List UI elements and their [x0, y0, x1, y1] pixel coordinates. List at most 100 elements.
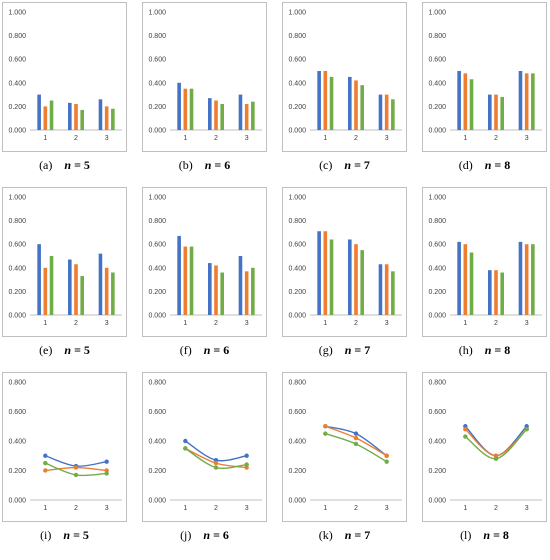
point-series3 [493, 456, 499, 461]
caption-var: n [484, 343, 492, 357]
y-tick-label: 1.000 [288, 195, 306, 202]
y-tick-label: 0.000 [8, 313, 26, 320]
caption-letter: (l) [460, 528, 472, 542]
y-tick-label: 0.400 [8, 80, 26, 87]
chart-panel-i: 0.000 0.200 0.400 0.600 0.800 1 2 3 (i) n = 5 [2, 372, 127, 552]
caption-letter: (d) [458, 158, 473, 172]
bar-series3 [500, 272, 504, 315]
x-tick-label: 1 [183, 320, 187, 327]
bar-series2 [524, 244, 529, 315]
bar-series1 [518, 241, 523, 315]
point-series2 [353, 435, 359, 441]
point-series3 [463, 434, 468, 439]
caption-var: n [344, 158, 352, 172]
bar-series1 [518, 71, 523, 130]
y-tick-label: 0.200 [8, 468, 26, 475]
bar-series3 [391, 99, 395, 130]
chart-panel-f: 0.000 0.200 0.400 0.600 0.800 1.000 1 2 3 (f) n =… [142, 187, 267, 367]
y-tick-label: 0.800 [428, 33, 446, 40]
caption-letter: (b) [178, 158, 193, 172]
caption-value: 5 [83, 158, 90, 172]
chart-svg-l: 0.000 0.200 0.400 0.600 0.800 1 2 3 [422, 372, 547, 522]
y-tick-label: 0.000 [288, 313, 306, 320]
chart-svg-i: 0.000 0.200 0.400 0.600 0.800 1 2 3 [2, 372, 127, 522]
y-tick-label: 0.000 [148, 128, 166, 135]
y-tick-label: 0.200 [148, 468, 166, 475]
y-tick-label: 0.200 [288, 289, 306, 296]
caption-var: n [64, 158, 72, 172]
bar-series2 [43, 267, 48, 315]
y-tick-label: 1.000 [428, 10, 446, 17]
bar-series2 [384, 264, 389, 315]
caption-eq: = [74, 158, 81, 172]
x-tick-label: 2 [74, 320, 78, 327]
bar-series1 [457, 241, 461, 315]
bar-series3 [80, 109, 84, 130]
x-tick-label: 1 [43, 505, 47, 512]
chart-svg-b: 0.000 0.200 0.400 0.600 0.800 1.000 1 2 3 [142, 2, 267, 152]
y-tick-label: 0.800 [148, 380, 166, 387]
chart-frame [422, 372, 547, 522]
x-tick-label: 2 [214, 135, 218, 142]
bar-series1 [98, 253, 103, 315]
point-series1 [353, 431, 359, 436]
bar-series2 [43, 106, 48, 130]
point-series3 [323, 431, 328, 436]
caption-eq: = [74, 343, 81, 357]
bar-series1 [378, 94, 383, 130]
bar-series1 [208, 98, 212, 130]
chart-panel-l: 0.000 0.200 0.400 0.600 0.800 1 2 3 (l) n = 8 [422, 372, 547, 552]
y-tick-label: 0.600 [288, 409, 306, 416]
y-tick-label: 0.200 [148, 104, 166, 111]
point-series3 [183, 446, 188, 451]
point-series3 [524, 427, 529, 432]
x-tick-label: 1 [463, 505, 467, 512]
y-tick-label: 0.400 [148, 439, 166, 446]
chart-panel-d: 0.000 0.200 0.400 0.600 0.800 1.000 1 2 3 (d) n =… [422, 2, 547, 182]
caption-eq: = [354, 528, 362, 542]
chart-panel-k: 0.000 0.200 0.400 0.600 0.800 1 2 3 (k) n = 7 [282, 372, 407, 552]
caption-var: n [203, 528, 211, 542]
bar-series1 [488, 270, 492, 315]
bar-series2 [323, 231, 328, 315]
x-tick-label: 1 [323, 135, 327, 142]
bar-series2 [463, 244, 468, 315]
y-tick-label: 0.600 [148, 57, 166, 64]
bar-series3 [189, 246, 194, 315]
caption-letter: (f) [179, 343, 192, 357]
point-series2 [213, 460, 219, 466]
y-tick-label: 0.600 [288, 57, 306, 64]
bar-series2 [463, 73, 468, 130]
chart-svg-f: 0.000 0.200 0.400 0.600 0.800 1.000 1 2 3 [142, 187, 267, 337]
bar-series1 [317, 71, 321, 130]
y-tick-label: 0.800 [288, 218, 306, 225]
caption-var: n [344, 343, 352, 357]
point-series3 [104, 471, 109, 476]
bar-series1 [177, 82, 181, 130]
bar-series2 [354, 80, 358, 130]
bar-series2 [384, 94, 389, 130]
x-tick-label: 2 [354, 135, 358, 142]
x-tick-label: 3 [105, 320, 109, 327]
panel-caption: (k) n = 7 [282, 528, 407, 543]
bar-series1 [37, 244, 41, 315]
bar-series3 [329, 76, 334, 130]
point-series1 [183, 438, 188, 444]
y-tick-label: 0.000 [428, 498, 446, 505]
x-tick-label: 1 [323, 505, 327, 512]
bar-series2 [244, 271, 249, 315]
x-tick-label: 3 [245, 135, 249, 142]
panel-caption: (c) n = 7 [282, 158, 407, 173]
chart-svg-c: 0.000 0.200 0.400 0.600 0.800 1.000 1 2 3 [282, 2, 407, 152]
x-tick-label: 2 [494, 320, 498, 327]
chart-svg-k: 0.000 0.200 0.400 0.600 0.800 1 2 3 [282, 372, 407, 522]
bar-series3 [111, 108, 115, 130]
bar-series1 [488, 94, 492, 130]
y-tick-label: 0.000 [288, 498, 306, 505]
bar-series3 [251, 101, 255, 130]
bar-series3 [251, 267, 255, 315]
bar-series1 [317, 231, 321, 315]
chart-frame [142, 372, 267, 522]
bar-series1 [177, 235, 181, 315]
caption-eq: = [493, 528, 500, 542]
